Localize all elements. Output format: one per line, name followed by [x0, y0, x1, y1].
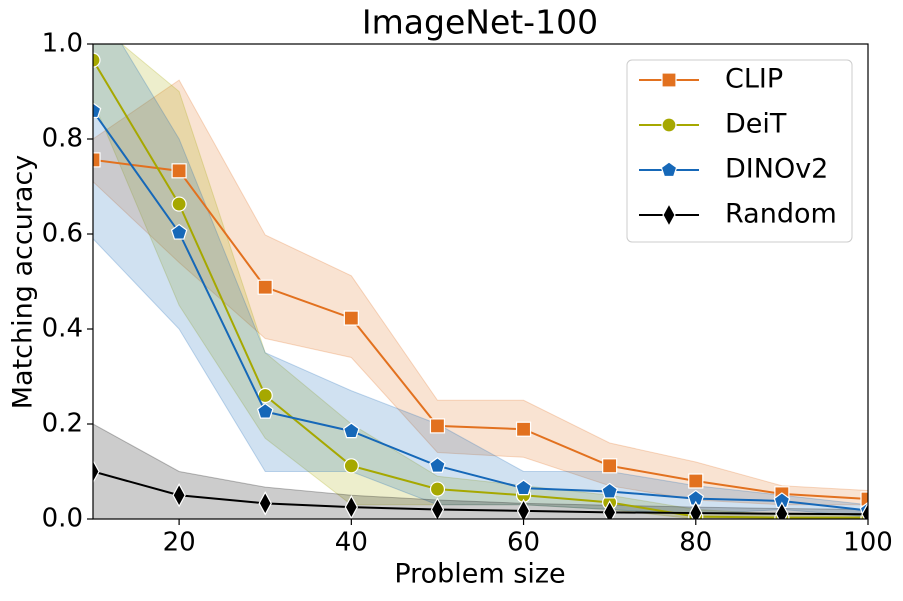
marker: [343, 310, 359, 326]
marker: [516, 498, 531, 519]
y-tick-label: 0.8: [42, 124, 83, 154]
confidence-band: [93, 44, 868, 519]
marker: [602, 500, 617, 519]
marker: [602, 458, 618, 474]
marker: [861, 501, 868, 519]
marker: [257, 279, 273, 295]
marker: [689, 500, 703, 519]
x-axis-label: Problem size: [394, 559, 565, 590]
legend-marker: [660, 161, 678, 178]
x-tick-label: 100: [843, 528, 893, 558]
marker: [170, 223, 188, 240]
legend-label: DeiT: [725, 109, 787, 140]
marker: [430, 497, 445, 519]
legend-marker: [661, 72, 677, 88]
x-tick-label: 60: [507, 528, 540, 558]
marker: [515, 479, 532, 496]
marker: [258, 491, 272, 516]
legend: CLIP DeiT DINOv2 Random: [626, 59, 853, 243]
y-tick-label: 0.6: [42, 219, 83, 249]
marker: [860, 491, 868, 507]
marker: [429, 481, 446, 497]
marker: [343, 458, 359, 474]
marker: [93, 459, 100, 484]
y-axis-label: Matching accuracy: [8, 155, 39, 410]
legend-box: [626, 59, 853, 243]
confidence-band: [93, 79, 868, 506]
marker: [256, 402, 274, 419]
legend-label: DINOv2: [725, 154, 828, 185]
x-tick-label: 20: [163, 528, 196, 558]
series-line: [93, 470, 868, 516]
y-tick-label: 0.4: [42, 314, 83, 344]
marker: [601, 482, 618, 499]
legend-marker: [662, 202, 676, 228]
marker: [172, 482, 186, 508]
marker: [344, 494, 359, 519]
series-line: [93, 59, 868, 519]
marker: [171, 196, 187, 212]
marker: [93, 52, 101, 68]
marker: [93, 152, 101, 168]
y-tick-label: 0.0: [42, 504, 83, 534]
plot-frame: [92, 43, 869, 520]
legend-label: Random: [725, 199, 837, 230]
legend-marker: [661, 117, 677, 133]
marker: [171, 163, 187, 179]
x-tick-label: 80: [679, 528, 712, 558]
chart-title: ImageNet-100: [362, 3, 598, 42]
series-line: [93, 158, 868, 501]
marker: [775, 501, 789, 519]
x-tick-label: 40: [335, 528, 368, 558]
marker: [429, 457, 446, 473]
plot-area: [93, 44, 868, 519]
confidence-band: [93, 423, 868, 519]
legend-label: CLIP: [725, 64, 783, 95]
marker: [343, 422, 360, 439]
marker: [515, 421, 532, 437]
marker: [93, 102, 102, 119]
series-line: [93, 110, 868, 512]
marker: [688, 473, 704, 489]
y-tick-label: 0.2: [42, 409, 83, 439]
confidence-band: [93, 44, 868, 518]
y-tick-label: 1.0: [42, 29, 83, 59]
marker: [429, 418, 446, 434]
